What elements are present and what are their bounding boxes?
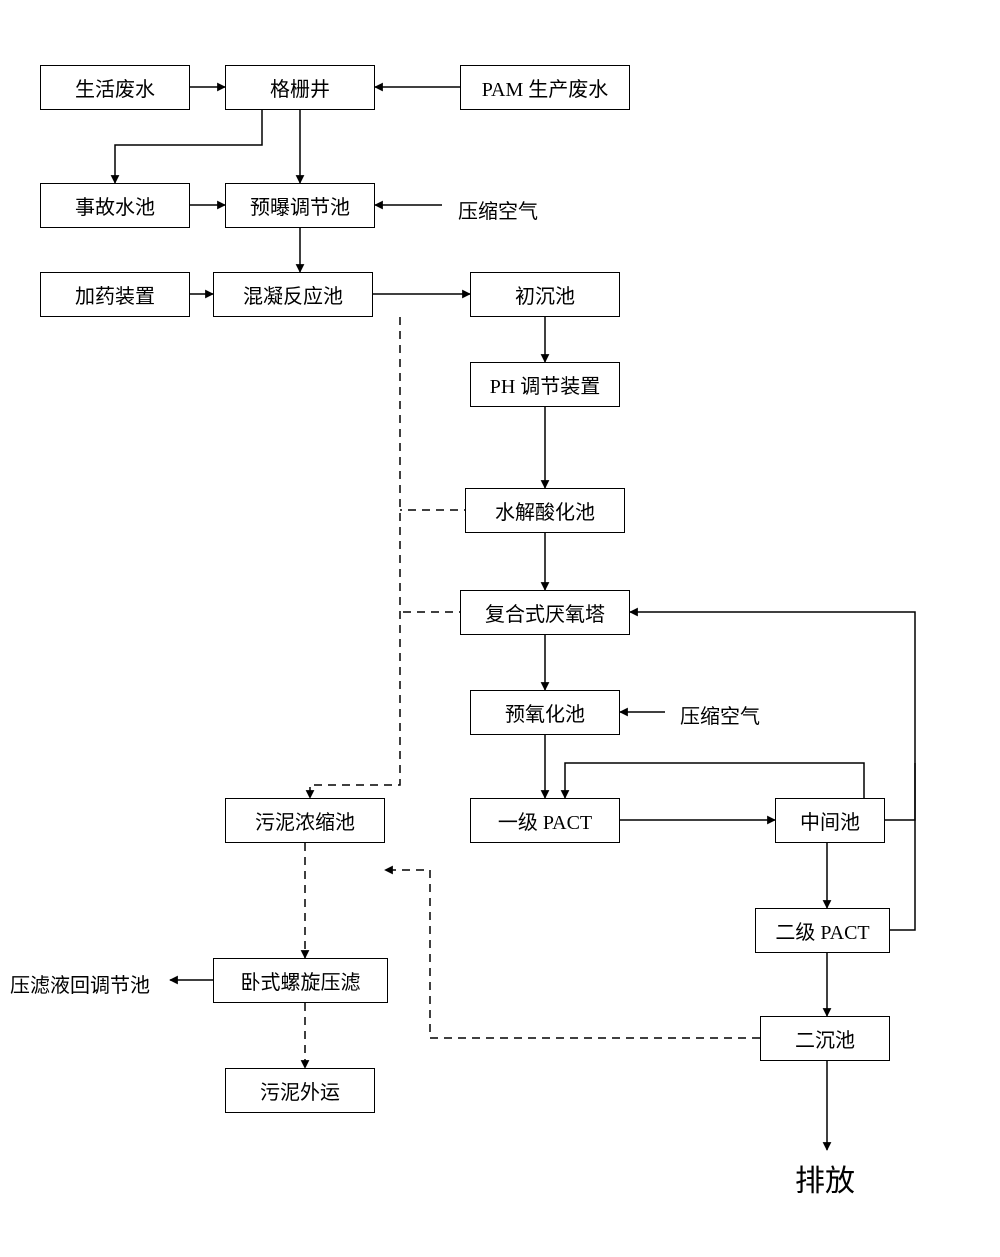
node-n2: 格栅井: [225, 65, 375, 110]
node-n5: 预曝调节池: [225, 183, 375, 228]
node-n10: 水解酸化池: [465, 488, 625, 533]
label-return: 压滤液回调节池: [10, 969, 150, 998]
node-n7: 混凝反应池: [213, 272, 373, 317]
label-air2: 压缩空气: [680, 700, 760, 729]
node-n15: 二级 PACT: [755, 908, 890, 953]
node-n16: 二沉池: [760, 1016, 890, 1061]
node-n12: 预氧化池: [470, 690, 620, 735]
node-n1: 生活废水: [40, 65, 190, 110]
discharge-label: 排放: [795, 1156, 855, 1200]
node-n13: 一级 PACT: [470, 798, 620, 843]
node-n8: 初沉池: [470, 272, 620, 317]
node-n18: 卧式螺旋压滤: [213, 958, 388, 1003]
node-n4: 事故水池: [40, 183, 190, 228]
label-air1: 压缩空气: [458, 195, 538, 224]
node-n17: 污泥浓缩池: [225, 798, 385, 843]
node-n11: 复合式厌氧塔: [460, 590, 630, 635]
node-n3: PAM 生产废水: [460, 65, 630, 110]
node-n6: 加药装置: [40, 272, 190, 317]
node-n19: 污泥外运: [225, 1068, 375, 1113]
node-n14: 中间池: [775, 798, 885, 843]
node-n9: PH 调节装置: [470, 362, 620, 407]
